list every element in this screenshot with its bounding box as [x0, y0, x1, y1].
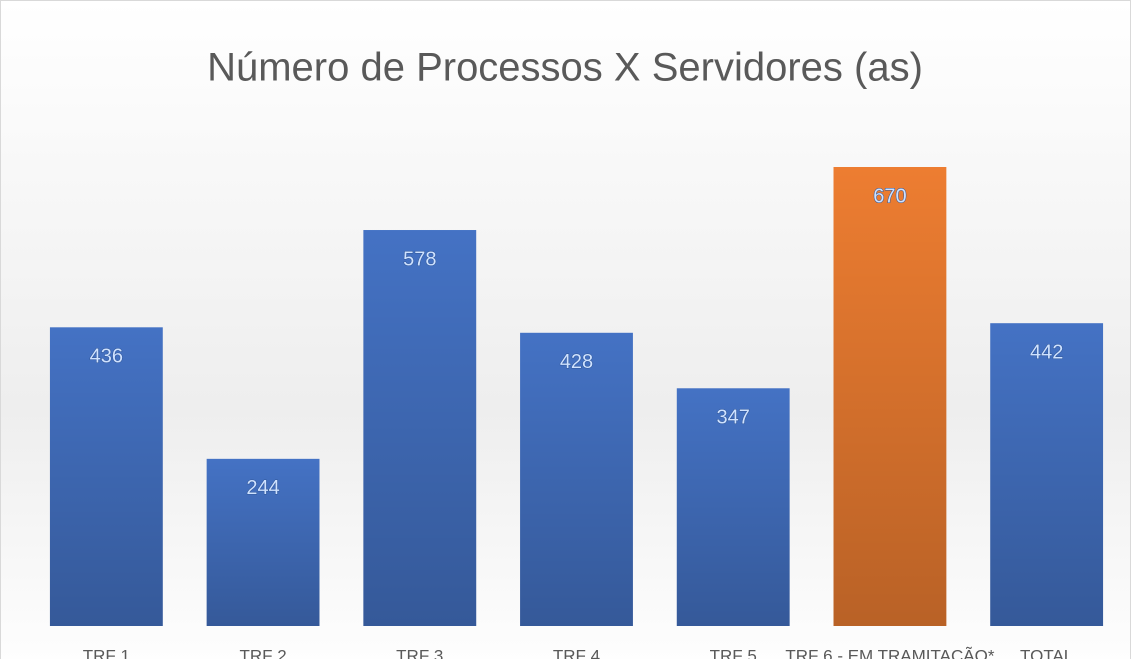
bar-shade	[676, 388, 790, 626]
value-label: 428	[560, 351, 593, 373]
x-tick-label: TRF 6 - EM TRAMITAÇÃO*	[785, 646, 994, 659]
x-tick-label: TRF 1	[83, 646, 130, 659]
value-label: 244	[246, 477, 279, 499]
bar-shade	[833, 167, 947, 626]
value-label: 347	[717, 407, 750, 429]
bar-shade	[990, 323, 1104, 626]
bar-shade	[520, 332, 633, 626]
x-tick-label: TRF 2	[239, 646, 286, 659]
bar-shade	[206, 458, 320, 626]
bar-shade	[49, 327, 163, 626]
chart-title: Número de Processos X Servidores (as)	[207, 46, 923, 90]
x-tick-label: TRF 5	[710, 646, 757, 659]
bar-shade	[363, 230, 477, 627]
value-label: 436	[90, 346, 123, 368]
x-tick-label: TRF 4	[553, 646, 600, 659]
x-tick-label: TOTAL	[1020, 646, 1073, 659]
value-label: 442	[1030, 341, 1063, 363]
value-label: 670	[873, 185, 906, 207]
value-label: 578	[403, 248, 436, 270]
x-tick-label: TRF 3	[396, 646, 443, 659]
